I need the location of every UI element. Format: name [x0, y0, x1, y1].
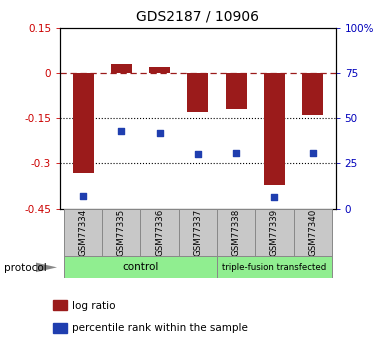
- Text: log ratio: log ratio: [72, 301, 116, 311]
- Text: GSM77340: GSM77340: [308, 209, 317, 256]
- Text: GSM77334: GSM77334: [79, 209, 88, 256]
- Point: [195, 152, 201, 157]
- Bar: [73, 73, 94, 172]
- Bar: [264, 73, 285, 185]
- Text: control: control: [122, 262, 159, 272]
- Bar: [140, 209, 179, 257]
- Point: [80, 193, 86, 199]
- Point: [156, 130, 163, 135]
- Bar: [217, 209, 255, 257]
- Bar: [187, 73, 208, 112]
- Title: GDS2187 / 10906: GDS2187 / 10906: [136, 10, 260, 24]
- Bar: [179, 209, 217, 257]
- Bar: [302, 73, 323, 115]
- Text: GSM77336: GSM77336: [155, 209, 164, 256]
- Bar: [53, 323, 67, 333]
- Text: GSM77335: GSM77335: [117, 209, 126, 256]
- Bar: [294, 209, 332, 257]
- Bar: [217, 256, 332, 278]
- Text: triple-fusion transfected: triple-fusion transfected: [222, 263, 327, 272]
- Bar: [64, 256, 217, 278]
- Text: percentile rank within the sample: percentile rank within the sample: [72, 323, 248, 333]
- Text: GSM77337: GSM77337: [193, 209, 203, 256]
- Point: [233, 151, 239, 156]
- Bar: [64, 209, 102, 257]
- Bar: [53, 300, 67, 310]
- Text: GSM77338: GSM77338: [232, 209, 241, 256]
- Text: GSM77339: GSM77339: [270, 209, 279, 256]
- Bar: [111, 64, 132, 73]
- Text: protocol: protocol: [4, 263, 47, 273]
- Bar: [149, 67, 170, 73]
- Point: [271, 194, 277, 200]
- Polygon shape: [36, 263, 57, 272]
- Bar: [102, 209, 140, 257]
- Bar: [255, 209, 294, 257]
- Point: [310, 150, 316, 155]
- Bar: [225, 73, 247, 109]
- Point: [118, 128, 125, 134]
